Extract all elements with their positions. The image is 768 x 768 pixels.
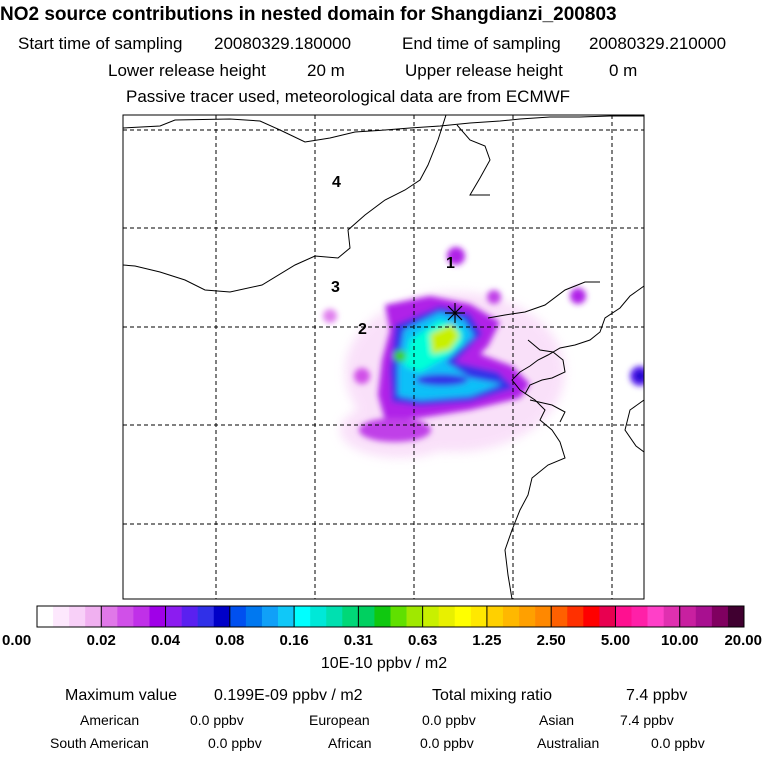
- colorbar-tick-label: 20.00: [724, 632, 762, 649]
- colorbar-tick-label: 1.25: [472, 632, 501, 649]
- colorbar-swatch: [631, 606, 648, 627]
- source-american-label: American: [80, 712, 140, 728]
- chart-title: NO2 source contributions in nested domai…: [0, 4, 617, 25]
- colorbar-swatch: [727, 606, 745, 627]
- colorbar-swatch: [133, 606, 150, 627]
- source-australian-label: Australian: [537, 735, 600, 751]
- colorbar-swatch: [390, 606, 407, 627]
- source-african-value: 0.0 ppbv: [420, 735, 474, 751]
- colorbar-tick-label: 0.16: [279, 632, 308, 649]
- colorbar-tick-label: 2.50: [537, 632, 566, 649]
- colorbar-swatch: [438, 606, 456, 627]
- colorbar-swatch: [326, 606, 343, 627]
- colorbar-swatch: [551, 606, 568, 627]
- graticule: [123, 115, 644, 599]
- colorbar-swatch: [197, 606, 215, 627]
- map-content: [123, 115, 644, 599]
- colorbar-tick-label: 0.04: [151, 632, 181, 649]
- colorbar: [37, 606, 745, 627]
- colorbar-swatch: [535, 606, 552, 627]
- colorbar-swatch: [165, 606, 182, 627]
- source-south-american-label: South American: [50, 735, 149, 751]
- colorbar-swatch: [245, 606, 263, 627]
- colorbar-swatch: [679, 606, 697, 627]
- end-time-value: 20080329.210000: [589, 34, 727, 53]
- colorbar-swatch: [85, 606, 102, 627]
- colorbar-swatch: [69, 606, 86, 627]
- start-time-value: 20080329.180000: [214, 34, 352, 53]
- colorbar-swatch: [310, 606, 327, 627]
- colorbar-swatch: [583, 606, 600, 627]
- max-value: 0.199E-09 ppbv / m2: [214, 687, 363, 704]
- colorbar-tick-label: 0.00: [2, 632, 31, 649]
- tracer-note: Passive tracer used, meteorological data…: [126, 87, 571, 106]
- colorbar-swatch: [567, 606, 584, 627]
- source-american-value: 0.0 ppbv: [190, 712, 244, 728]
- upper-height-value: 0 m: [609, 61, 638, 80]
- upper-height-label: Upper release height: [405, 61, 563, 80]
- source-asian-value: 7.4 ppbv: [620, 712, 674, 728]
- total-mixing-value: 7.4 ppbv: [626, 687, 688, 704]
- colorbar-swatch: [181, 606, 198, 627]
- colorbar-swatch: [615, 606, 632, 627]
- source-asian-label: Asian: [539, 712, 575, 728]
- colorbar-swatch: [294, 606, 311, 627]
- colorbar-swatch: [711, 606, 729, 627]
- colorbar-tick-label: 0.31: [344, 632, 373, 649]
- colorbar-swatch: [647, 606, 664, 627]
- start-time-label: Start time of sampling: [18, 34, 183, 53]
- colorbar-swatch: [406, 606, 423, 627]
- max-value-label: Maximum value: [65, 687, 178, 704]
- region-label-1: 1: [446, 255, 455, 272]
- total-mixing-label: Total mixing ratio: [432, 687, 553, 704]
- source-european-label: European: [309, 712, 370, 728]
- colorbar-swatch: [486, 606, 504, 627]
- colorbar-swatch: [470, 606, 488, 627]
- colorbar-swatch: [695, 606, 713, 627]
- colorbar-tick-label: 10.00: [661, 632, 699, 649]
- colorbar-ticks: 0.00 0.02 0.04 0.08 0.16 0.31 0.63 1.25 2.50 5.00…: [2, 606, 762, 649]
- region-label-4: 4: [332, 174, 341, 191]
- lower-height-label: Lower release height: [108, 61, 266, 80]
- colorbar-swatch: [422, 606, 440, 627]
- colorbar-swatch: [37, 606, 54, 627]
- plume-field: [323, 247, 644, 458]
- region-label-2: 2: [358, 321, 367, 338]
- colorbar-swatch: [519, 606, 536, 627]
- colorbar-unit: 10E-10 ppbv / m2: [320, 655, 448, 672]
- end-time-label: End time of sampling: [402, 34, 561, 53]
- colorbar-swatch: [374, 606, 391, 627]
- colorbar-swatch: [278, 606, 295, 627]
- colorbar-swatch: [149, 606, 166, 627]
- colorbar-swatch: [454, 606, 472, 627]
- colorbar-swatch: [101, 606, 118, 627]
- colorbar-frame: [36, 605, 745, 628]
- colorbar-tick-label: 0.02: [87, 632, 116, 649]
- colorbar-swatch: [53, 606, 70, 627]
- colorbar-swatch: [358, 606, 375, 627]
- colorbar-tick-label: 0.63: [408, 632, 437, 649]
- colorbar-swatch: [229, 606, 247, 627]
- colorbar-swatch: [342, 606, 359, 627]
- colorbar-swatch: [213, 606, 231, 627]
- colorbar-swatch: [663, 606, 681, 627]
- map-frame: [122, 114, 645, 600]
- colorbar-swatch: [599, 606, 616, 627]
- colorbar-tick-label: 0.08: [215, 632, 244, 649]
- colorbar-swatch: [502, 606, 520, 627]
- source-south-american-value: 0.0 ppbv: [208, 735, 262, 751]
- colorbar-tick-label: 5.00: [601, 632, 630, 649]
- source-african-label: African: [328, 735, 372, 751]
- source-european-value: 0.0 ppbv: [422, 712, 476, 728]
- lower-height-value: 20 m: [307, 61, 345, 80]
- source-australian-value: 0.0 ppbv: [651, 735, 705, 751]
- colorbar-swatch: [117, 606, 134, 627]
- region-label-3: 3: [331, 279, 340, 296]
- colorbar-swatch: [261, 606, 279, 627]
- station-marker: [445, 303, 465, 323]
